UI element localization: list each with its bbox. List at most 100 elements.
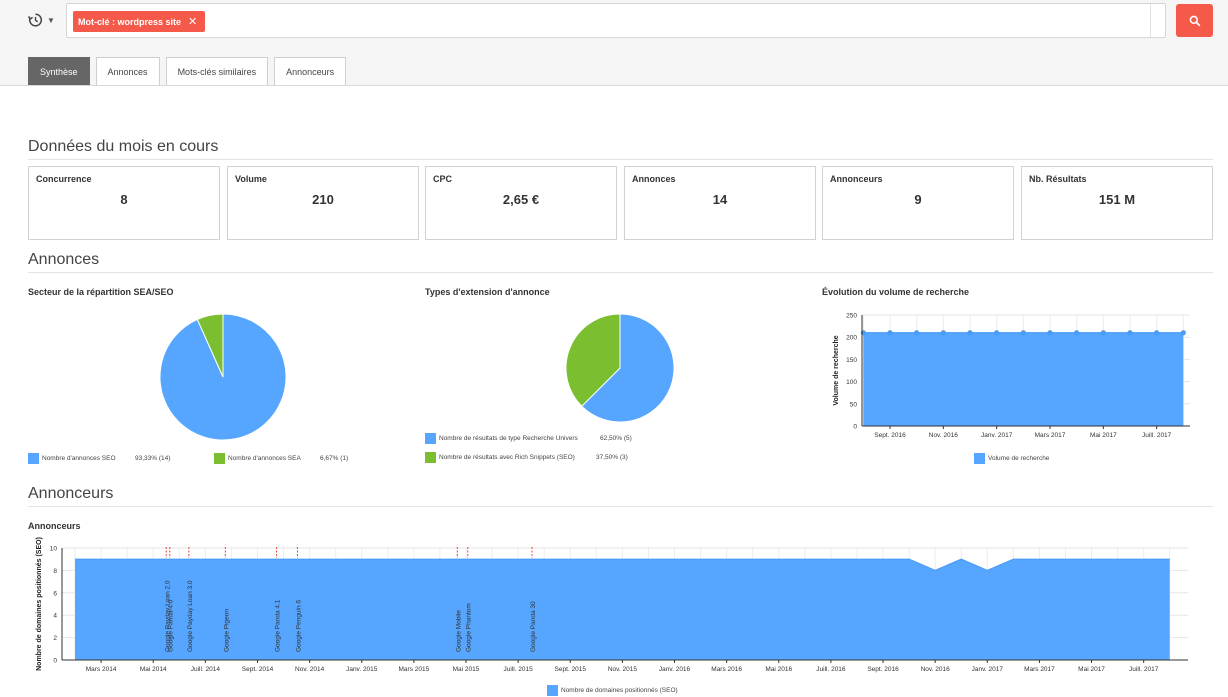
search-divider <box>1150 4 1151 37</box>
x-tick-label: Juill. 2017 <box>1129 666 1159 673</box>
x-tick-label: Mars 2016 <box>711 666 742 673</box>
legend-label: Nombre d'annonces SEO <box>42 455 116 462</box>
x-tick-label: Mai 2017 <box>1090 432 1117 439</box>
x-tick-label: Mars 2014 <box>86 666 117 673</box>
kpi-card-nb-resultats: Nb. Résultats 151 M <box>1021 166 1213 240</box>
section-divider <box>28 272 1213 273</box>
y-tick-label: 8 <box>53 568 57 575</box>
data-point <box>887 330 893 336</box>
legend-label: Nombre de résultats avec Rich Snippets (… <box>439 454 575 461</box>
legend-label: Nombre de résultats de type Recherche Un… <box>439 435 578 442</box>
x-tick-label: Juill. 2016 <box>816 666 846 673</box>
y-tick-label: 200 <box>846 335 857 342</box>
event-label: Google Payday Loan 3.0 <box>187 580 194 652</box>
data-point <box>940 330 946 336</box>
legend-swatch <box>214 453 225 464</box>
kpi-value: 151 M <box>1098 192 1136 207</box>
y-tick-label: 4 <box>53 613 57 620</box>
kpi-label: CPC <box>433 174 453 184</box>
data-point <box>967 330 973 336</box>
x-tick-label: Juill. 2014 <box>191 666 221 673</box>
keyword-filter-tag[interactable]: Mot-clé : wordpress site ✕ <box>73 11 206 32</box>
legend-item-volume[interactable]: Volume de recherche <box>974 453 1049 464</box>
caret-down-icon: ▼ <box>47 15 55 25</box>
y-axis-title: Nombre de domaines positionnés (SEO) <box>36 537 43 671</box>
x-tick-label: Mars 2017 <box>1035 432 1066 439</box>
kpi-card-concurrence: Concurrence 8 <box>28 166 220 240</box>
tab-annonces[interactable]: Annonces <box>95 57 160 85</box>
x-tick-label: Nov. 2014 <box>295 666 325 673</box>
x-tick-label: Juill. 2017 <box>1142 432 1172 439</box>
search-icon <box>1189 15 1200 26</box>
y-tick-label: 2 <box>53 635 57 642</box>
keyword-filter-label: Mot-clé : wordpress site <box>78 16 182 27</box>
y-tick-label: 6 <box>53 590 57 597</box>
history-dropdown[interactable]: ▼ <box>27 9 59 31</box>
event-label: Google Pigeon <box>223 609 230 652</box>
remove-tag-icon[interactable]: ✕ <box>188 16 198 28</box>
data-point <box>1180 330 1186 336</box>
event-label: Google Panda 30 <box>530 601 537 652</box>
x-tick-label: Juill. 2015 <box>503 666 533 673</box>
legend-item-recherche-univers[interactable]: Nombre de résultats de type Recherche Un… <box>425 433 578 444</box>
x-tick-label: Sept. 2016 <box>867 666 899 673</box>
x-tick-label: Nov. 2016 <box>929 432 959 439</box>
data-point <box>1100 330 1106 336</box>
x-tick-label: Janv. 2015 <box>346 666 378 673</box>
kpi-value: 210 <box>312 192 334 207</box>
event-label: Google Mobile <box>455 610 462 652</box>
chart-title-annonceurs: Annonceurs <box>28 521 81 531</box>
legend-swatch <box>425 433 436 444</box>
legend-item-rich-snippets[interactable]: Nombre de résultats avec Rich Snippets (… <box>425 452 575 463</box>
legend-value: 37,50% (3) <box>596 454 628 461</box>
y-tick-label: 0 <box>853 424 857 431</box>
legend-item-domaines[interactable]: Nombre de domaines positionnés (SEO) <box>547 685 678 696</box>
kpi-label: Annonces <box>632 174 676 184</box>
data-point <box>1127 330 1133 336</box>
event-label: Google Payday Loan 2.0 <box>164 580 171 652</box>
data-point <box>994 330 1000 336</box>
tab-mots-cles-similaires[interactable]: Mots-clés similaires <box>165 57 269 85</box>
top-bar: ▼ Mot-clé : wordpress site ✕ Synthèse An… <box>0 0 1228 86</box>
legend-swatch <box>974 453 985 464</box>
x-tick-label: Mai 2015 <box>453 666 480 673</box>
search-button[interactable] <box>1176 4 1213 37</box>
x-tick-label: Janv. 2017 <box>981 432 1013 439</box>
series-line <box>75 558 1170 572</box>
x-tick-label: Mars 2015 <box>399 666 430 673</box>
data-point <box>1154 330 1160 336</box>
section-title-current-month: Données du mois en cours <box>28 138 219 155</box>
y-tick-label: 100 <box>846 379 857 386</box>
legend-swatch <box>547 685 558 696</box>
section-title-annonces: Annonces <box>28 251 100 268</box>
event-label: Google Phantom <box>466 603 473 652</box>
x-tick-label: Sept. 2016 <box>874 432 906 439</box>
legend-item-seo[interactable]: Nombre d'annonces SEO <box>28 453 116 464</box>
section-divider <box>28 506 1213 507</box>
y-tick-label: 10 <box>50 546 58 553</box>
legend-item-sea[interactable]: Nombre d'annonces SEA <box>214 453 301 464</box>
x-tick-label: Mai 2014 <box>140 666 167 673</box>
section-title-annonceurs: Annonceurs <box>28 485 114 502</box>
kpi-card-volume: Volume 210 <box>227 166 419 240</box>
legend-value: 6,67% (1) <box>320 455 349 462</box>
kpi-label: Concurrence <box>36 174 92 184</box>
y-axis-title: Volume de recherche <box>833 335 840 405</box>
search-input[interactable]: Mot-clé : wordpress site ✕ <box>66 3 1166 38</box>
data-point <box>1020 330 1026 336</box>
area-chart-volume: 0 50 100 150 200 250 Sept. 2016 Nov. 2016 Janv. … <box>833 313 1190 439</box>
history-icon <box>27 13 43 27</box>
data-point <box>1047 330 1053 336</box>
kpi-card-cpc: CPC 2,65 € <box>425 166 617 240</box>
series-area <box>863 332 1184 426</box>
x-tick-label: Mars 2017 <box>1024 666 1055 673</box>
tab-annonceurs[interactable]: Annonceurs <box>274 57 347 85</box>
tab-synthese[interactable]: Synthèse <box>28 57 90 85</box>
x-tick-label: Mai 2017 <box>1078 666 1105 673</box>
legend-swatch <box>28 453 39 464</box>
section-divider <box>28 159 1213 160</box>
x-tick-label: Sept. 2015 <box>555 666 587 673</box>
tab-bar: Synthèse Annonces Mots-clés similaires A… <box>28 57 352 86</box>
event-label: Google Penguin 6 <box>295 600 302 652</box>
y-tick-label: 0 <box>53 658 57 665</box>
